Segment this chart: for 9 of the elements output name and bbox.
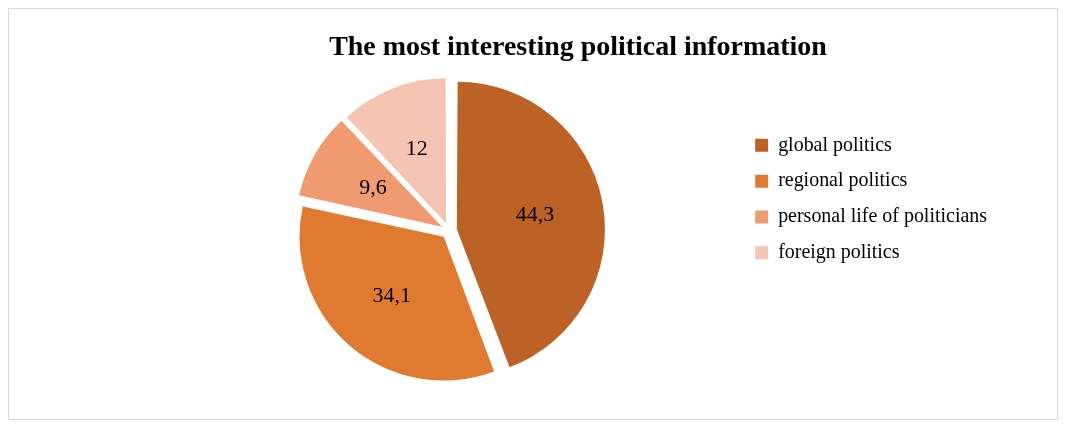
legend-label: foreign politics [778,240,900,264]
data-label: 12 [405,135,428,161]
data-label: 44,3 [515,200,555,226]
chart-title: The most interesting political information [329,29,828,61]
legend-label: regional politics [778,168,908,192]
data-label: 9,6 [359,173,387,199]
legend-label: global politics [778,132,892,156]
data-label: 34,1 [372,282,411,308]
legend-label: personal life of politicians [778,204,988,228]
